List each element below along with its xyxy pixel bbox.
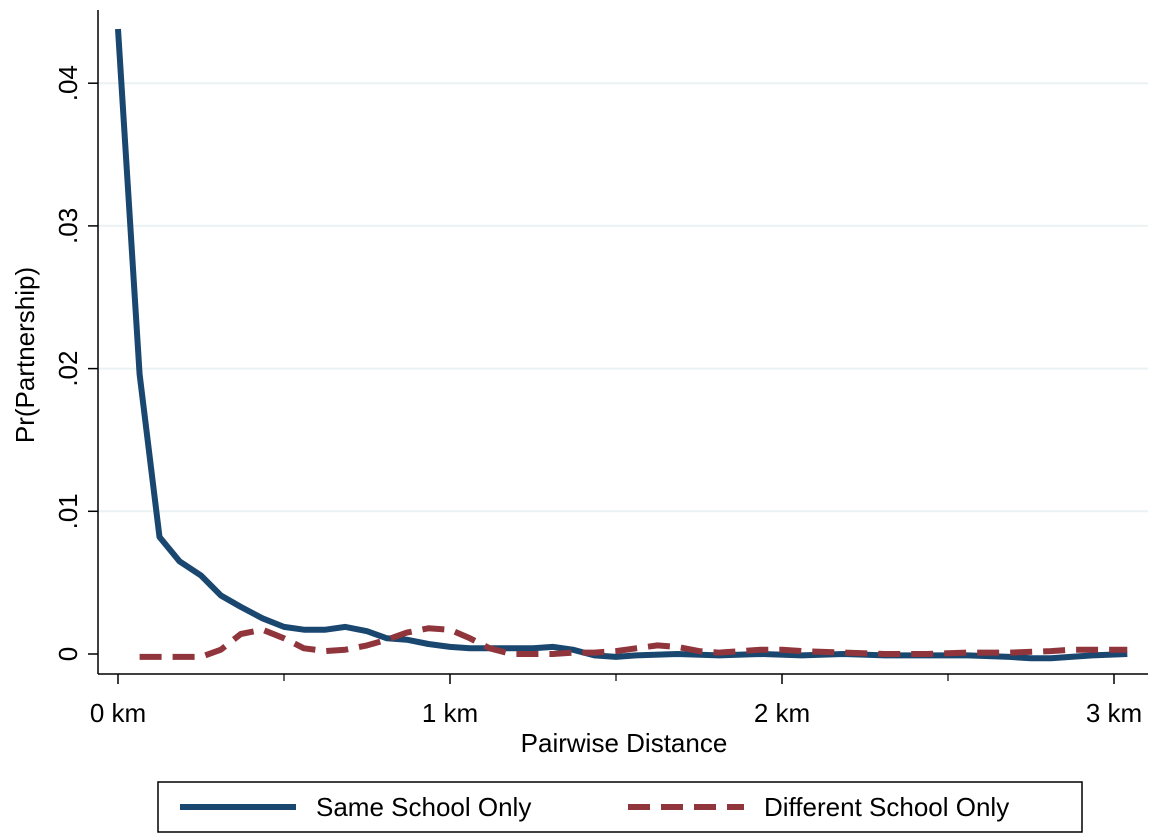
- y-tick-label-2: .02: [53, 351, 83, 387]
- legend-label-same-school: Same School Only: [316, 792, 531, 822]
- y-axis-label: Pr(Partnership): [10, 267, 40, 443]
- legend: Same School Only Different School Only: [157, 781, 1083, 833]
- x-tick-label-2: 2 km: [754, 698, 810, 728]
- y-axis-ticks: 0 .01 .02 .03 .04: [53, 65, 98, 661]
- series-line-different-school: [139, 625, 1128, 660]
- legend-label-different-school: Different School Only: [764, 792, 1009, 822]
- x-tick-label-1: 1 km: [422, 698, 478, 728]
- x-axis-label: Pairwise Distance: [521, 728, 728, 758]
- legend-box: [157, 781, 1083, 833]
- series-layer: [115, 28, 1128, 662]
- y-tick-label-1: .01: [53, 493, 83, 529]
- x-tick-label-0: 0 km: [90, 698, 146, 728]
- x-axis-ticks: 0 km 1 km 2 km 3 km: [90, 674, 1142, 728]
- grid-lines: [98, 82, 1148, 513]
- y-tick-label-3: .03: [53, 208, 83, 244]
- x-tick-label-3: 3 km: [1086, 698, 1142, 728]
- y-tick-label-0: 0: [53, 647, 83, 661]
- y-tick-label-4: .04: [53, 65, 83, 101]
